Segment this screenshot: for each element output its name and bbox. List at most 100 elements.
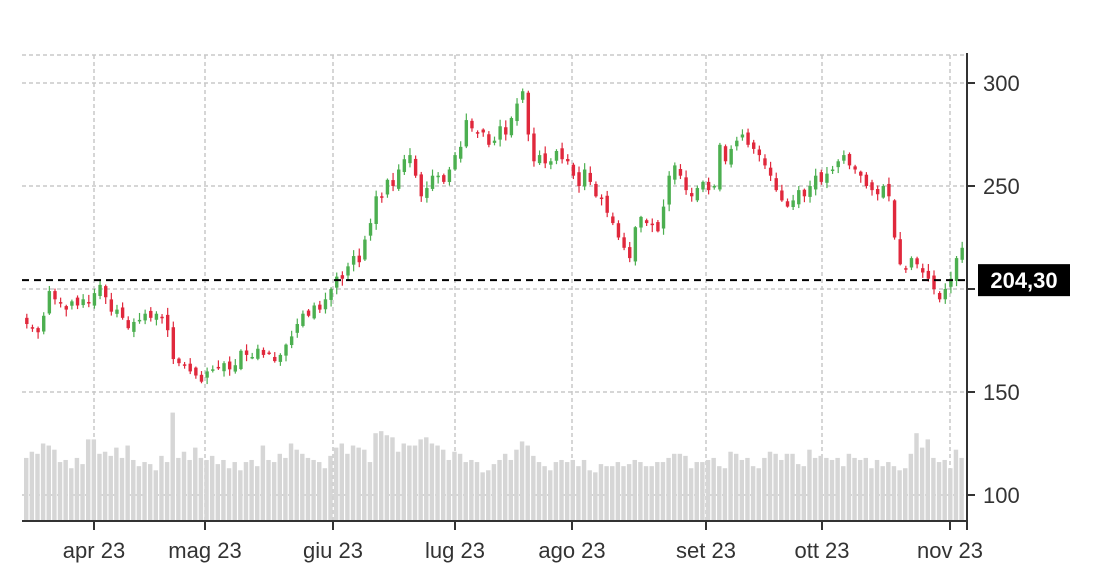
volume-bar: [711, 457, 716, 521]
candle-up: [397, 169, 401, 189]
candle-up: [346, 266, 350, 276]
candle-up: [498, 126, 502, 140]
y-tick-label: 100: [983, 483, 1020, 508]
candle-up: [582, 169, 587, 187]
x-tick-label: set 23: [676, 538, 736, 563]
volume-bar: [407, 445, 412, 521]
volume-bar: [784, 453, 790, 521]
volume-bar: [300, 453, 305, 521]
candle-up: [385, 179, 390, 195]
candle-up: [633, 227, 638, 262]
candle-up: [458, 146, 463, 159]
volume-bar: [959, 457, 964, 521]
volume-bar: [953, 449, 959, 521]
candle-down: [864, 174, 869, 186]
candle-down: [853, 166, 857, 170]
candle-down: [318, 304, 322, 310]
volume-bar: [610, 466, 615, 521]
volume-bar: [919, 447, 925, 521]
volume-bar: [767, 451, 773, 521]
volume-bar: [243, 462, 249, 521]
candle-up: [137, 319, 142, 322]
volume-bar: [271, 462, 277, 521]
volume-bar: [277, 453, 282, 521]
volume-bar: [317, 462, 322, 521]
volume-bar: [328, 455, 333, 521]
candle-up: [515, 103, 519, 122]
volume-bar: [525, 445, 530, 521]
candle-down: [306, 310, 311, 316]
volume-bar: [249, 459, 254, 521]
volume-bar: [790, 453, 795, 521]
candle-down: [875, 189, 880, 195]
volume-bar: [739, 459, 745, 521]
volume-bar: [508, 459, 514, 521]
candle-down: [25, 317, 29, 325]
volume-bar: [401, 443, 406, 521]
candle-down: [622, 237, 626, 248]
volume-bar: [232, 462, 237, 521]
candle-down: [273, 356, 277, 362]
candle-up: [825, 173, 829, 183]
volume-bar: [593, 472, 598, 521]
volume-bar: [615, 462, 621, 521]
candle-up: [323, 299, 328, 310]
candle-down: [932, 275, 936, 289]
candle-down: [757, 149, 762, 156]
volume-bar: [897, 470, 902, 521]
candle-up: [735, 140, 739, 147]
volume-bar: [519, 441, 525, 521]
candle-up: [537, 155, 542, 164]
volume-bar: [474, 462, 480, 521]
candle-up: [250, 356, 254, 359]
volume-bar: [57, 462, 63, 521]
volume-bar: [801, 466, 807, 521]
candle-down: [588, 172, 592, 182]
volume-bar: [948, 468, 953, 521]
candle-down: [751, 142, 756, 149]
candle-down: [847, 154, 852, 166]
candle-up: [729, 148, 733, 165]
volume-bar: [102, 451, 108, 521]
volume-bar: [198, 457, 204, 521]
candle-down: [599, 197, 604, 200]
volume-bar: [829, 459, 835, 521]
candle-up: [363, 239, 367, 260]
candle-down: [870, 182, 874, 191]
volume-bar: [671, 453, 677, 521]
volume-bar: [514, 449, 519, 521]
volume-bar: [435, 445, 440, 521]
candle-up: [954, 258, 959, 281]
candle-up: [464, 120, 469, 147]
volume-bar: [311, 459, 316, 521]
y-tick-label: 150: [983, 380, 1020, 405]
candle-down: [859, 171, 863, 176]
price-badge-background: [978, 264, 1070, 297]
candle-up: [520, 91, 525, 100]
volume-bar: [294, 449, 299, 521]
volume-bar: [322, 468, 328, 521]
candle-up: [402, 159, 407, 172]
volume-bar: [418, 439, 423, 521]
candle-up: [301, 313, 305, 326]
grid-lines: [22, 54, 967, 521]
volume-bar: [587, 470, 592, 521]
volume-bar: [773, 453, 778, 521]
volume-bar: [362, 449, 367, 521]
candle-up: [143, 313, 147, 321]
x-tick-label: lug 23: [425, 538, 485, 563]
volume-bar: [733, 453, 739, 521]
candle-down: [109, 299, 114, 312]
candle-up: [408, 155, 412, 164]
candle-up: [718, 144, 722, 190]
volume-bar: [626, 464, 632, 521]
candle-down: [684, 177, 688, 191]
candle-up: [661, 206, 666, 229]
volume-bar: [542, 466, 547, 521]
candle-down: [768, 167, 773, 176]
volume-bar: [666, 457, 671, 521]
candle-up: [154, 313, 159, 320]
volume-bar: [384, 435, 390, 521]
volume-bar: [390, 437, 395, 521]
